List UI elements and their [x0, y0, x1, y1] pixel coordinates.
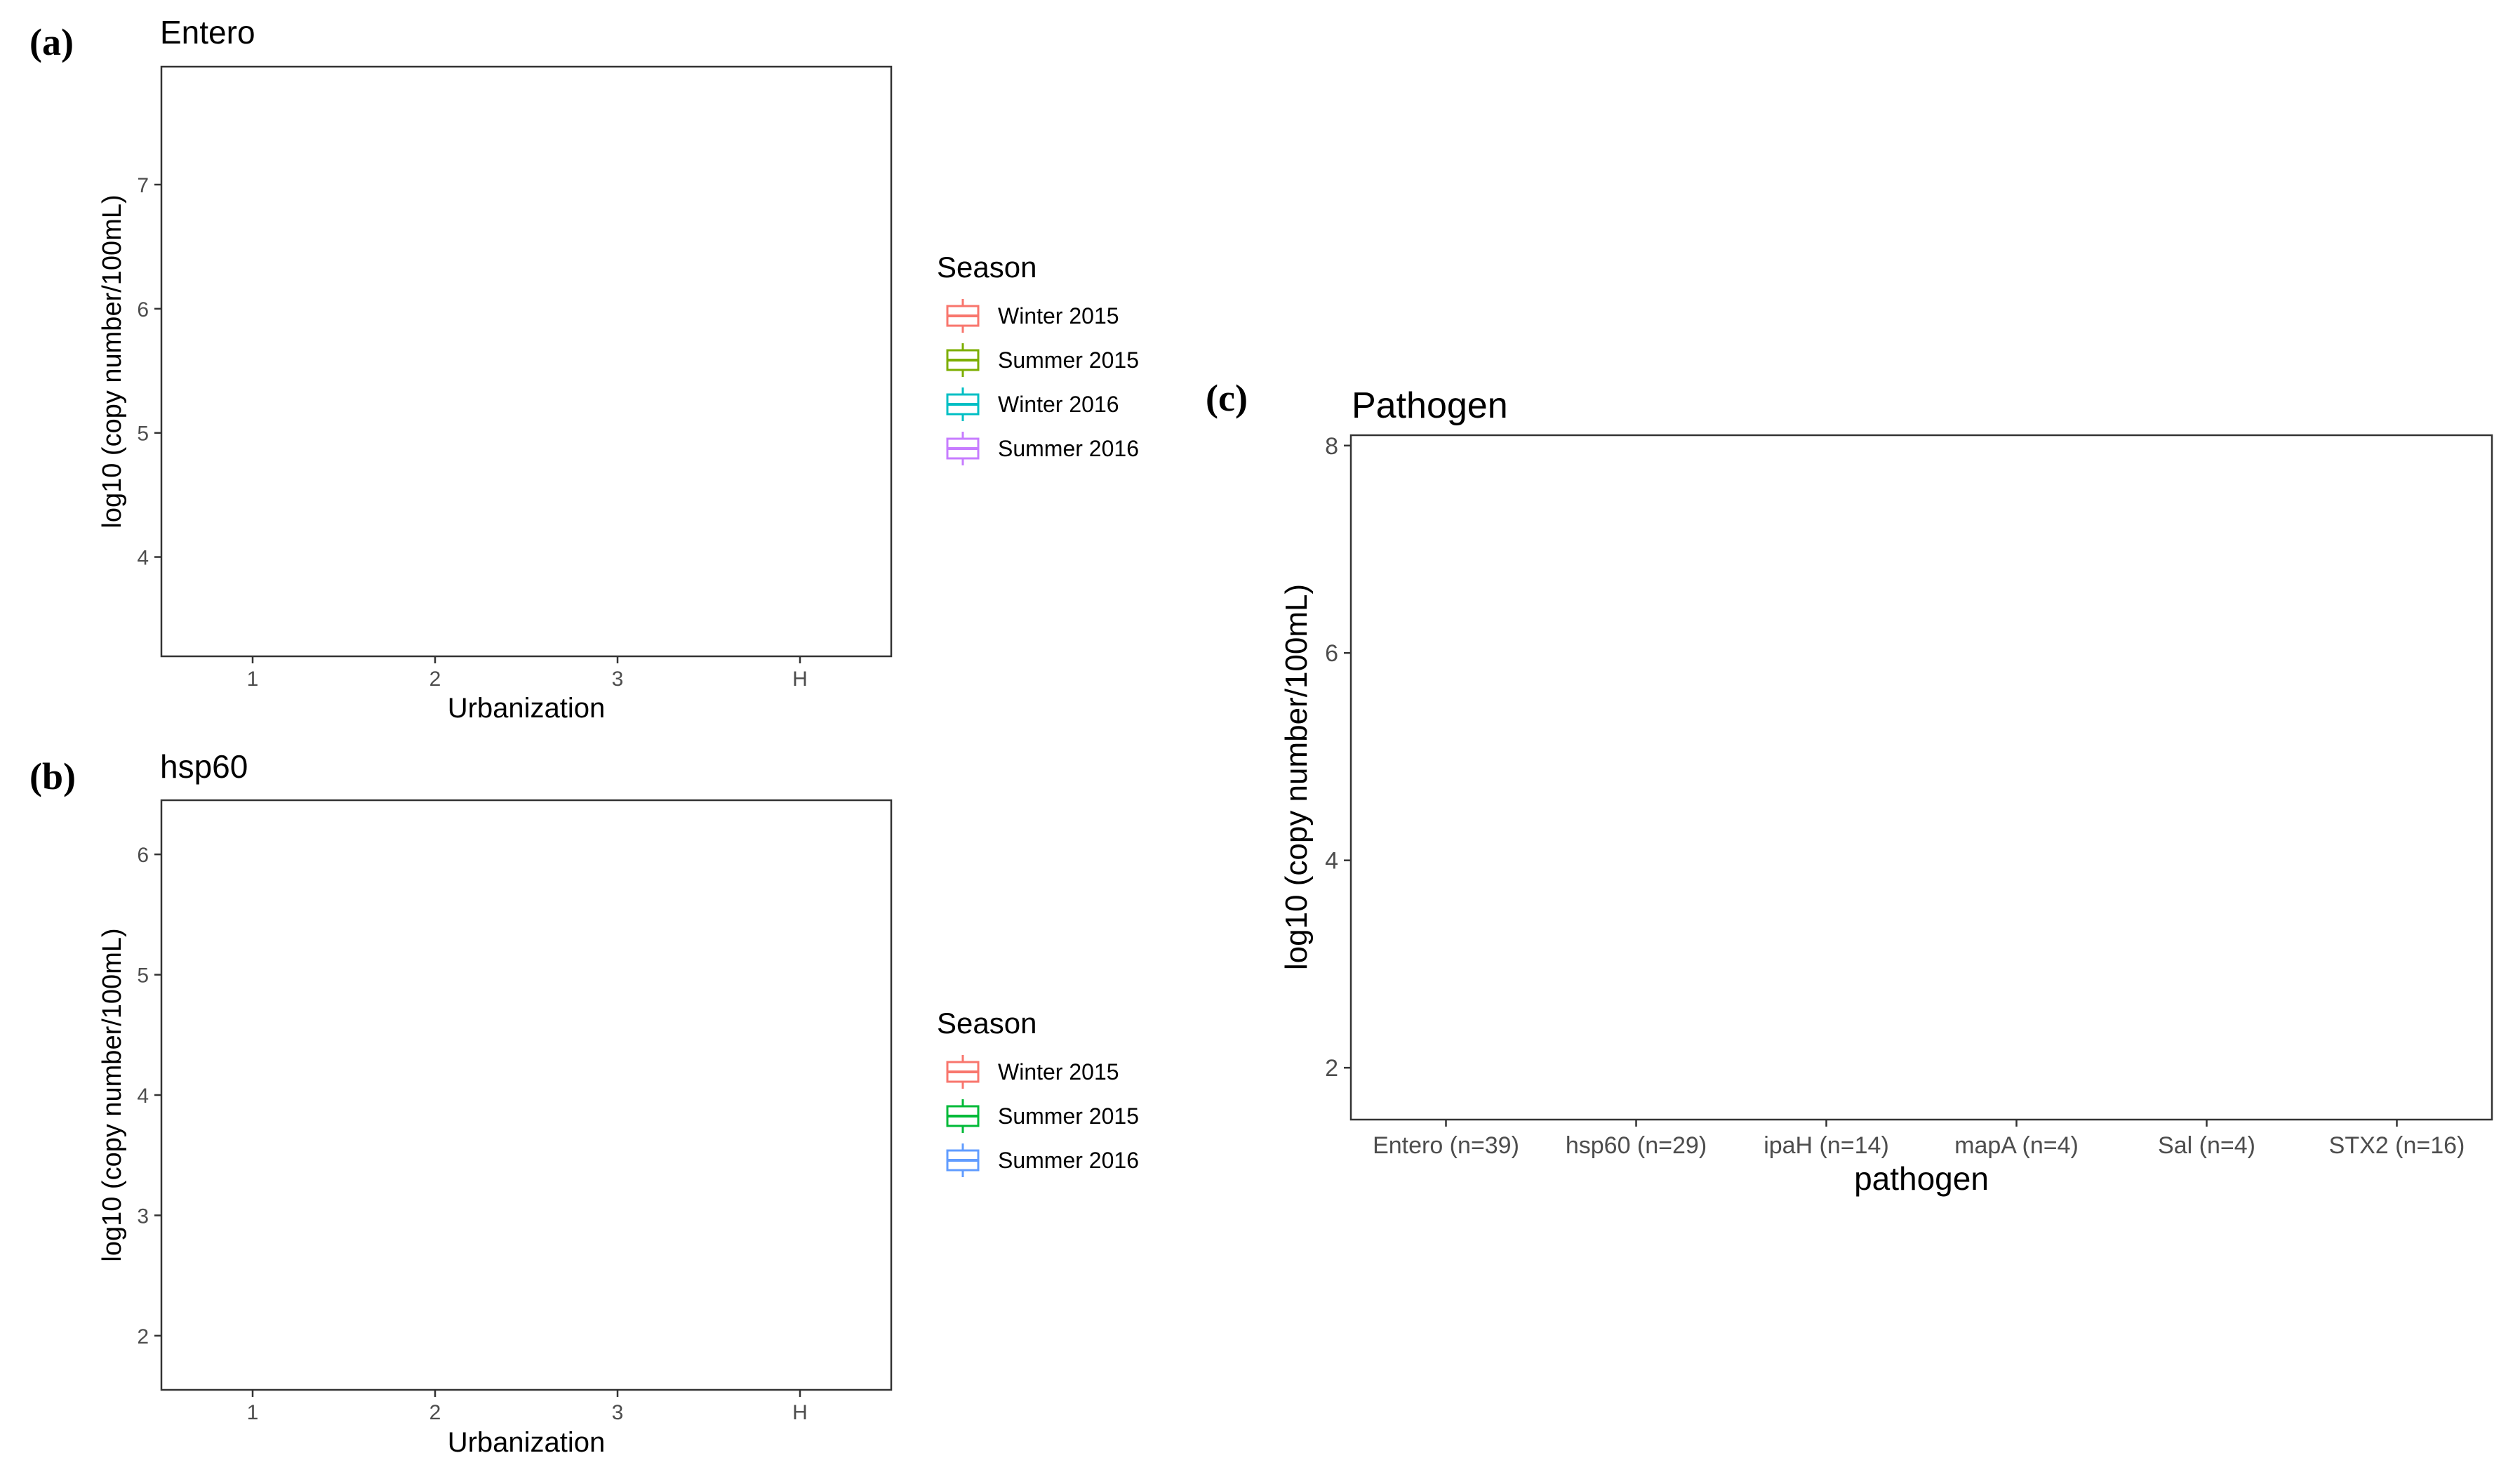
c-y-tick-label: 8 [1325, 433, 1338, 460]
a-legend-label: Winter 2016 [998, 392, 1119, 417]
panel-b-y-ticks: 2 3 4 5 6 [137, 844, 161, 1348]
a-x-tick-label: 2 [429, 668, 441, 691]
panel-a-x-axis-label: Urbanization [448, 693, 606, 724]
panel-a-entero: (a) Entero 4 5 6 7 1 2 3 H Urbanization log10 … [29, 14, 1139, 724]
a-y-tick-label: 6 [137, 298, 149, 321]
panel-b-title: hsp60 [160, 748, 248, 785]
panel-b-x-axis-label: Urbanization [448, 1427, 606, 1458]
a-legend-item-summer-2015: Summer 2015 [946, 343, 1139, 377]
a-y-tick-label: 5 [137, 423, 149, 446]
b-legend-item-winter-2015: Winter 2015 [946, 1055, 1119, 1089]
panel-b-legend: Season Winter 2015 Summer 2015 Summer 2016 [937, 1007, 1139, 1177]
b-legend-label: Winter 2015 [998, 1059, 1119, 1085]
b-y-tick-label: 6 [137, 844, 149, 867]
b-y-tick-label: 3 [137, 1205, 149, 1228]
b-legend-label: Summer 2015 [998, 1103, 1139, 1129]
a-legend-item-summer-2016: Summer 2016 [946, 432, 1139, 465]
panel-c-y-ticks: 2 4 6 8 [1325, 433, 1351, 1082]
panel-b-hsp60: (b) hsp60 2 3 4 5 6 1 2 3 H Urbanization log10 … [29, 748, 1139, 1458]
b-x-tick-label: 3 [612, 1401, 624, 1424]
panel-c-frame [1349, 434, 2493, 1121]
panel-b-y-axis-label: log10 (copy number/100mL) [98, 928, 127, 1261]
panel-c-pathogen: (c) Pathogen 2 4 6 8 Entero (n=39) hsp60 (n=… [1206, 377, 2493, 1197]
a-legend-item-winter-2015: Winter 2015 [946, 299, 1119, 333]
a-y-tick-label: 4 [137, 547, 149, 570]
panel-c-x-ticks: Entero (n=39) hsp60 (n=29) ipaH (n=14) mapA… [1373, 1120, 2465, 1159]
c-x-tick-label: hsp60 (n=29) [1566, 1132, 1707, 1159]
a-legend-label: Winter 2015 [998, 303, 1119, 329]
panel-c-letter: (c) [1206, 377, 1248, 419]
panel-c-title: Pathogen [1352, 385, 1508, 426]
b-legend-item-summer-2015: Summer 2015 [946, 1099, 1139, 1133]
panel-a-legend: Season Winter 2015 Summer 2015 Winter 2016… [937, 251, 1139, 465]
c-x-tick-label: mapA (n=4) [1954, 1132, 2079, 1159]
panel-a-y-axis-label: log10 (copy number/100mL) [98, 194, 127, 528]
panel-a-x-ticks: 1 2 3 H [247, 656, 808, 691]
a-x-tick-label: 1 [247, 668, 259, 691]
panel-c-y-axis-label: log10 (copy number/100mL) [1279, 584, 1314, 970]
panel-c-x-axis-label: pathogen [1854, 1160, 1989, 1197]
b-x-tick-label: 2 [429, 1401, 441, 1424]
c-x-tick-label: Sal (n=4) [2158, 1132, 2255, 1159]
a-y-tick-label: 7 [137, 174, 149, 197]
a-legend-label: Summer 2016 [998, 436, 1139, 461]
panel-a-y-ticks: 4 5 6 7 [137, 174, 161, 570]
c-y-tick-label: 6 [1325, 640, 1338, 667]
panel-a-letter: (a) [29, 21, 74, 63]
b-legend-item-summer-2016: Summer 2016 [946, 1143, 1139, 1177]
a-x-tick-label: 3 [612, 668, 624, 691]
panel-a-frame [160, 65, 893, 658]
panel-a-legend-title: Season [937, 251, 1036, 284]
a-legend-label: Summer 2015 [998, 347, 1139, 373]
b-x-tick-label: 1 [247, 1401, 259, 1424]
b-y-tick-label: 2 [137, 1325, 149, 1348]
panel-b-x-ticks: 1 2 3 H [247, 1390, 808, 1424]
panel-b-legend-title: Season [937, 1007, 1036, 1040]
c-y-tick-label: 2 [1325, 1055, 1338, 1082]
b-x-tick-label: H [792, 1401, 808, 1424]
a-legend-item-winter-2016: Winter 2016 [946, 387, 1119, 421]
panel-b-letter: (b) [29, 755, 76, 797]
c-x-tick-label: STX2 (n=16) [2329, 1132, 2465, 1159]
b-y-tick-label: 5 [137, 964, 149, 988]
a-x-tick-label: H [792, 668, 808, 691]
c-x-tick-label: Entero (n=39) [1373, 1132, 1519, 1159]
panel-a-title: Entero [160, 14, 255, 51]
c-x-tick-label: ipaH (n=14) [1764, 1132, 1889, 1159]
panel-b-frame [160, 799, 893, 1391]
c-y-tick-label: 4 [1325, 848, 1338, 875]
b-y-tick-label: 4 [137, 1085, 149, 1108]
b-legend-label: Summer 2016 [998, 1148, 1139, 1173]
